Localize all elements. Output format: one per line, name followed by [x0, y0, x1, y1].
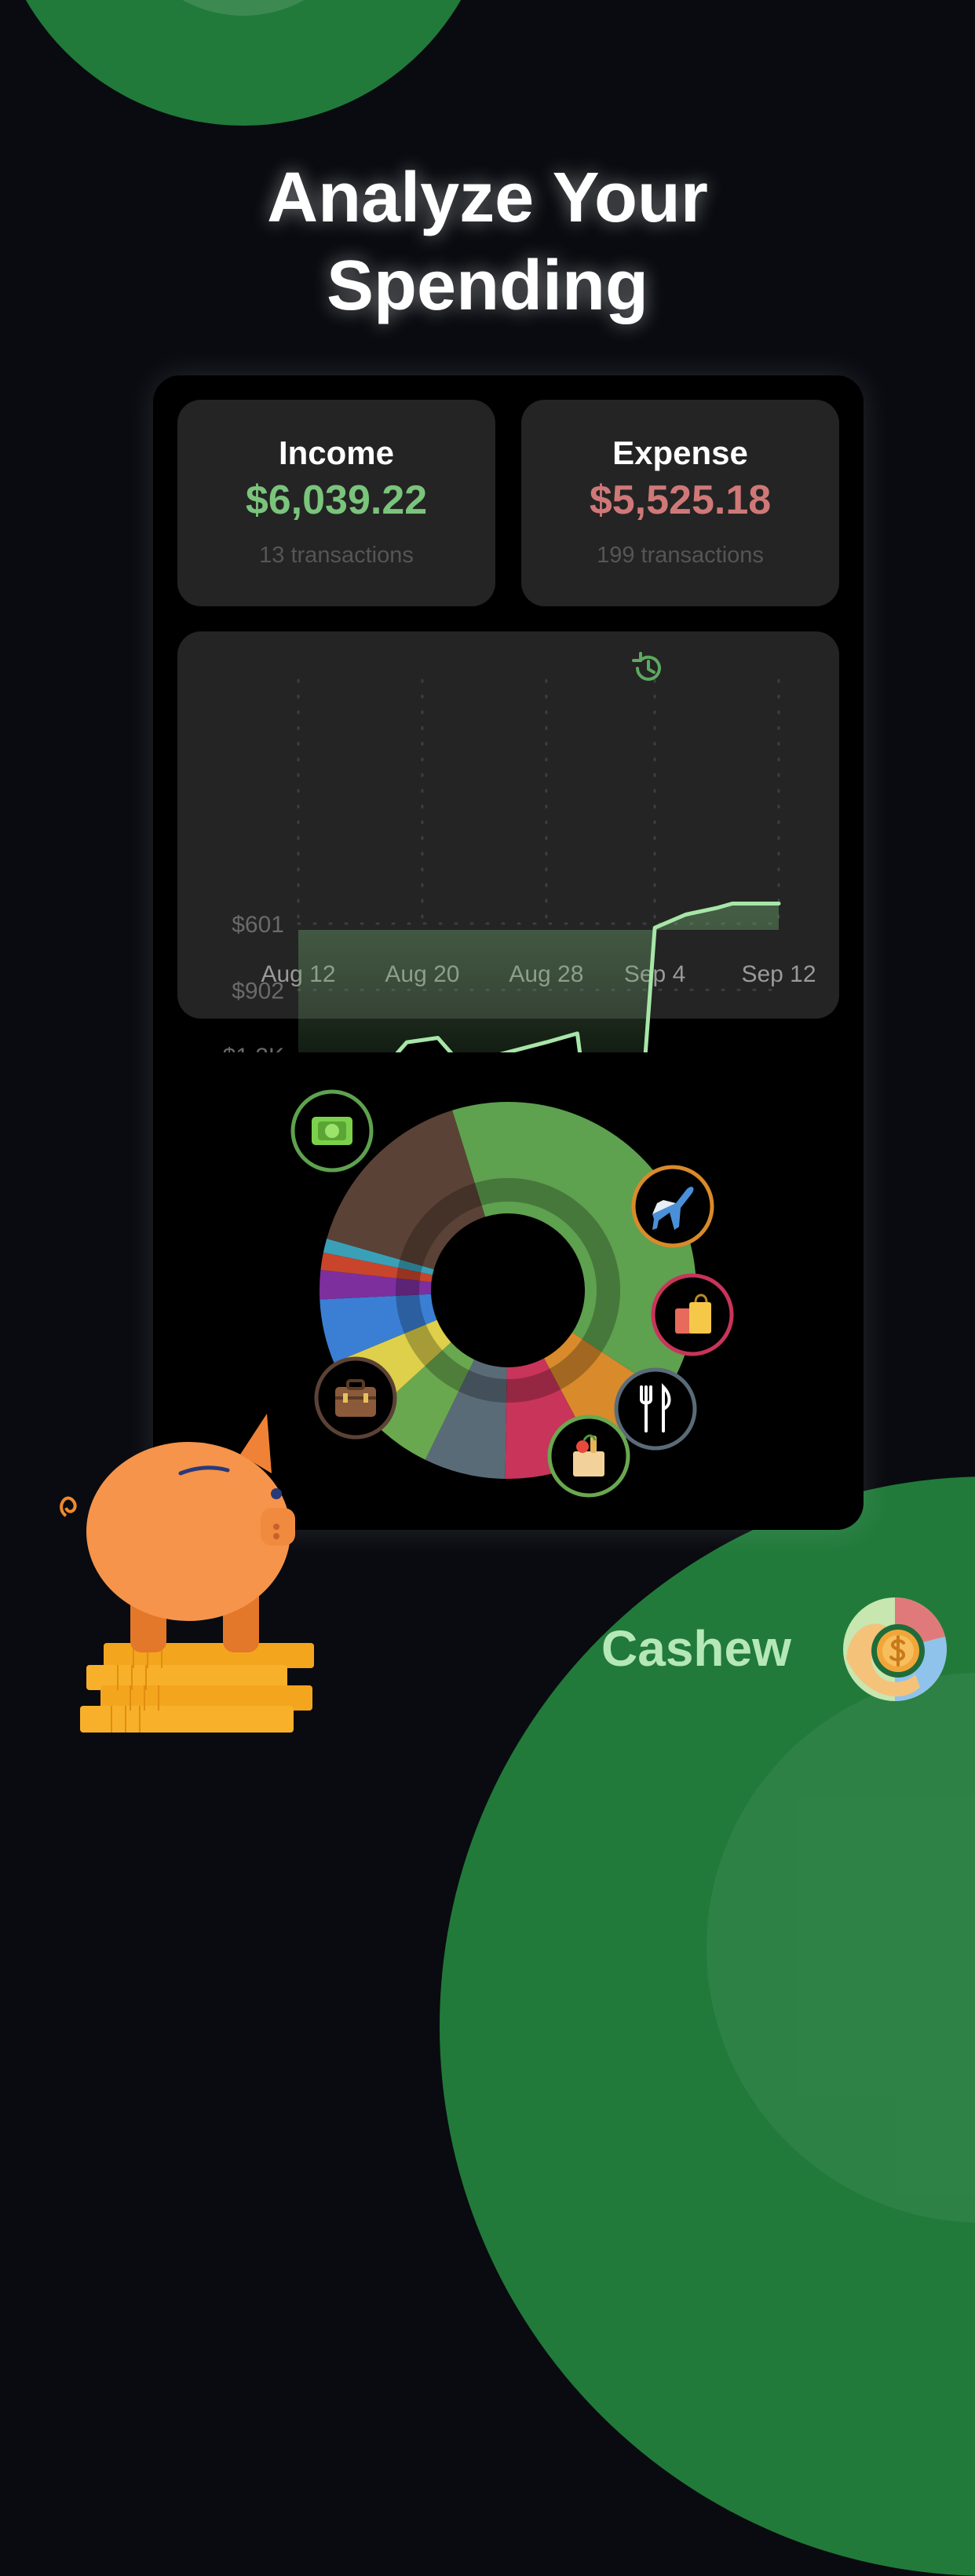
airplane-icon	[631, 1165, 714, 1248]
chart-area-fill	[298, 903, 779, 1052]
grocery-bag-icon	[547, 1414, 630, 1498]
x-tick-label: Sep 12	[741, 961, 816, 987]
income-amount: $6,039.22	[245, 478, 428, 523]
income-card[interactable]: Income $6,039.22 13 transactions	[177, 400, 495, 606]
fork-knife-icon	[614, 1367, 697, 1451]
donut-inner-shadow	[396, 1178, 620, 1403]
donut-segment	[320, 1293, 437, 1363]
y-tick-label: $601	[232, 912, 284, 938]
donut-segment	[327, 1110, 486, 1270]
piggy-icon	[60, 1414, 295, 1652]
cashew-logo-icon	[843, 1597, 947, 1701]
icon-badge	[614, 1367, 697, 1451]
expense-amount: $5,525.18	[589, 478, 772, 523]
y-tick-label: $902	[232, 978, 284, 1004]
donut-segment	[320, 1252, 433, 1283]
headline: Analyze Your Spending	[0, 154, 975, 330]
headline-line-2: Spending	[327, 247, 648, 325]
donut-segment	[425, 1359, 507, 1479]
shopping-bags-icon-glyph	[675, 1293, 711, 1334]
grocery-bag-icon-glyph	[573, 1434, 604, 1476]
shopping-bags-icon	[651, 1273, 734, 1356]
chart-line	[395, 902, 781, 1052]
donut-segment	[323, 1239, 434, 1275]
income-count: 13 transactions	[259, 543, 414, 568]
cash-icon	[290, 1089, 374, 1173]
brand-name: Cashew	[601, 1620, 791, 1677]
expense-count: 199 transactions	[597, 543, 764, 568]
piggy-bank-illustration	[60, 1414, 314, 1733]
donut-hole	[433, 1215, 583, 1366]
gold-coins-icon	[80, 1643, 314, 1733]
y-tick-label: $1.2K	[223, 1044, 284, 1052]
fork-knife-icon-glyph	[640, 1383, 671, 1433]
donut-segment	[320, 1270, 432, 1300]
category-donut-chart	[290, 1089, 734, 1498]
expense-card[interactable]: Expense $5,525.18 199 transactions	[521, 400, 839, 606]
briefcase-icon	[314, 1356, 397, 1440]
expense-title: Expense	[612, 434, 748, 471]
income-title: Income	[278, 434, 395, 471]
headline-line-1: Analyze Your	[267, 159, 708, 237]
history-icon[interactable]	[628, 648, 669, 689]
donut-segment	[452, 1102, 697, 1394]
briefcase-icon-glyph	[335, 1379, 376, 1417]
airplane-icon-glyph	[652, 1187, 694, 1230]
cash-icon-glyph	[312, 1117, 352, 1145]
donut-segment	[368, 1342, 475, 1460]
